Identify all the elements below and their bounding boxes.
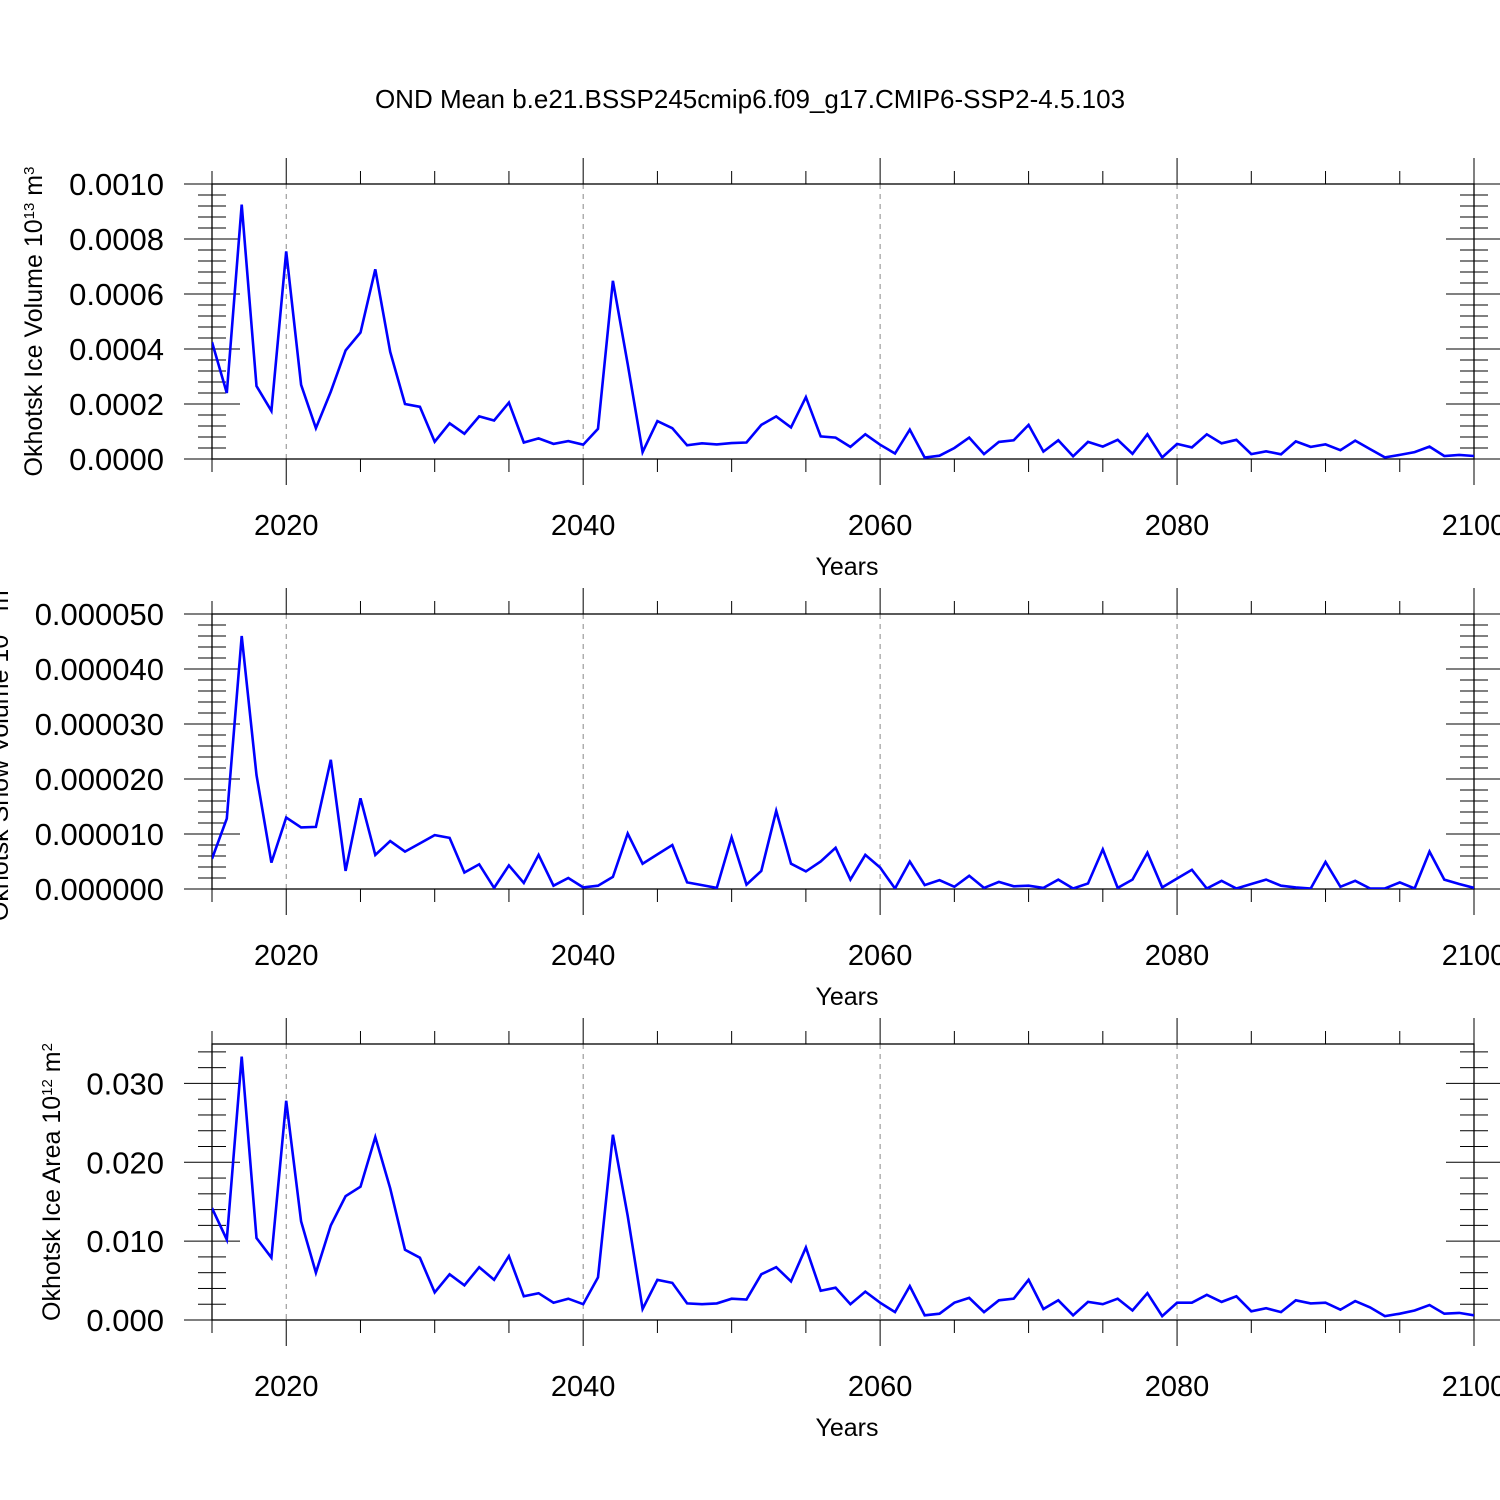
plot-frame	[211, 183, 1475, 460]
y-axis-label-superscript: 13	[21, 203, 38, 220]
x-tick-label: 2060	[848, 510, 913, 542]
y-tick-label: 0.000	[86, 1303, 164, 1338]
y-axis-label-superscript: 3	[0, 582, 4, 590]
y-axis-label-superscript: 12	[39, 1079, 56, 1096]
y-tick-label: 0.010	[86, 1224, 164, 1259]
x-tick-label: 2100	[1442, 940, 1500, 972]
y-axis-label-part: m	[0, 590, 14, 618]
y-axis-label: Okhotsk Ice Volume 1013 m3	[20, 167, 48, 477]
y-tick-label: 0.0006	[69, 277, 164, 312]
y-axis-label-part: m	[38, 1051, 66, 1079]
x-axis-label: Years	[815, 553, 878, 581]
y-axis-label: Okhotsk Snow Volume 1013 m3	[0, 582, 14, 921]
x-tick-label: 2020	[254, 940, 319, 972]
y-tick-label: 0.0000	[69, 442, 164, 477]
y-tick-label: 0.0008	[69, 222, 164, 257]
x-tick-label: 2100	[1442, 1371, 1500, 1403]
x-tick-label: 2060	[848, 940, 913, 972]
figure-title: OND Mean b.e21.BSSP245cmip6.f09_g17.CMIP…	[375, 84, 1125, 114]
chart-panel-3: 2020 2040 2060 2080 2100 Years 0.000 0.010 0.020…	[38, 1018, 1500, 1442]
y-tick-label: 0.020	[86, 1145, 164, 1180]
y-tick-label: 0.0002	[69, 387, 164, 422]
x-tick-label: 2060	[848, 1371, 913, 1403]
x-tick-label: 2080	[1145, 940, 1210, 972]
series-line-1	[212, 1056, 1474, 1319]
x-tick-label: 2040	[551, 510, 616, 542]
x-tick-label: 2040	[551, 940, 616, 972]
y-axis-label-part: m	[20, 175, 48, 203]
x-tick-label: 2040	[551, 1371, 616, 1403]
y-tick-label: 0.000030	[35, 707, 164, 742]
y-tick-label: 0.000000	[35, 872, 164, 907]
y-tick-label: 0.000020	[35, 762, 164, 797]
panels: 2020 2040 2060 2080 2100Years0.00000.00020.0…	[0, 158, 1500, 1442]
y-axis-label-superscript: 2	[39, 1043, 56, 1051]
y-axis-label-part: Okhotsk Ice Volume 10	[20, 219, 48, 476]
x-tick-label: 2020	[254, 510, 319, 542]
y-axis-label-superscript: 13	[0, 618, 4, 635]
y-tick-label: 0.000040	[35, 652, 164, 687]
y-axis-label-part: Okhotsk Ice Area 10	[38, 1096, 66, 1321]
y-tick-label: 0.000050	[35, 597, 164, 632]
plot-frame	[211, 1043, 1475, 1321]
chart-panel-2: 2020 2040 2060 2080 2100 Years 0.000000 0.00001…	[0, 582, 1500, 1011]
x-tick-label: 2020	[254, 1371, 319, 1403]
y-axis-label-part: Okhotsk Snow Volume 10	[0, 635, 14, 921]
x-axis-label: Years	[815, 1414, 878, 1442]
x-tick-label: 2100	[1442, 510, 1500, 542]
y-axis-label-superscript: 3	[21, 167, 38, 175]
x-tick-label: 2080	[1145, 510, 1210, 542]
y-tick-label: 0.0010	[69, 167, 164, 202]
plot-frame	[211, 613, 1475, 890]
y-tick-label: 0.030	[86, 1066, 164, 1101]
x-axis-label: Years	[815, 983, 878, 1011]
y-axis-label: Okhotsk Ice Area 1012 m2	[38, 1043, 66, 1321]
y-tick-label: 0.000010	[35, 817, 164, 852]
series-line-1	[212, 635, 1474, 889]
y-tick-label: 0.0004	[69, 332, 164, 367]
x-tick-label: 2080	[1145, 1371, 1210, 1403]
series-line-1	[212, 204, 1474, 459]
chart-panel-1: 2020 2040 2060 2080 2100 Years 0.0000 0.0002 0.0…	[20, 158, 1500, 581]
